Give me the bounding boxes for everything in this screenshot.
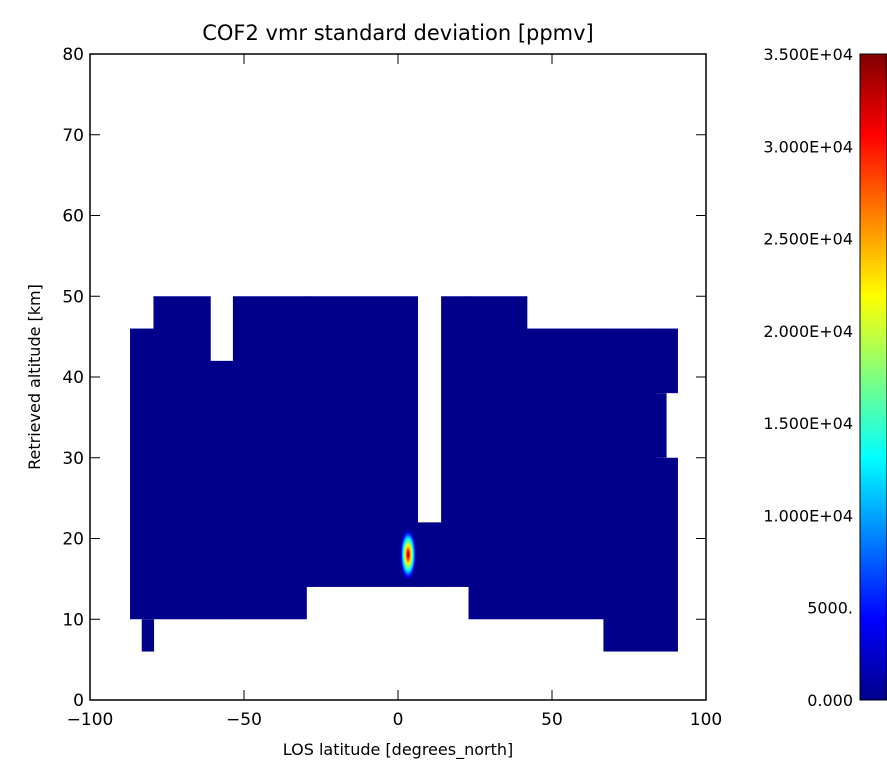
x-tick-label: −100 (67, 710, 114, 730)
colorbar-tick-label: 0.000 (807, 691, 853, 710)
data-cell-column-7 (441, 296, 470, 587)
colorbar-tick-label: 5000. (807, 599, 853, 618)
y-tick-label: 60 (62, 207, 84, 227)
data-cell-column-8 (468, 296, 528, 620)
data-cell-column-1 (141, 619, 155, 652)
chart-title: COF2 vmr standard deviation [ppmv] (202, 21, 594, 45)
data-cell-column-4 (232, 296, 307, 620)
y-tick-label: 30 (62, 449, 84, 469)
x-tick-label: −50 (226, 710, 262, 730)
data-cell-column-9 (526, 328, 605, 620)
data-cell-column-6 (417, 522, 442, 587)
y-tick-label: 20 (62, 530, 84, 550)
colorbar-tick-label: 1.000E+04 (763, 506, 853, 525)
peak-anomaly (400, 529, 417, 580)
data-cell-column-11 (655, 457, 678, 652)
colorbar (859, 53, 887, 701)
data-cell-column-12 (655, 393, 667, 458)
colorbar-tick-label: 1.500E+04 (763, 414, 853, 433)
data-cell-column-10 (603, 328, 656, 652)
colorbar-tick-label: 3.500E+04 (763, 45, 853, 64)
y-tick-label: 70 (62, 126, 84, 146)
y-tick-label: 50 (62, 287, 84, 307)
axis-ticks: −100 −50 0 50 100 0 10 20 30 40 50 60 70 80 (62, 45, 722, 730)
y-tick-label: 0 (73, 691, 84, 711)
x-tick-label: 0 (393, 710, 404, 730)
y-axis-label: Retrieved altitude [km] (25, 284, 44, 470)
colorbar-tick-label: 2.500E+04 (763, 230, 853, 249)
data-cell-column-3 (210, 360, 234, 620)
data-cell-column-0 (130, 328, 155, 620)
y-tick-label: 40 (62, 368, 84, 388)
x-tick-label: 100 (690, 710, 722, 730)
y-tick-label: 80 (62, 45, 84, 65)
x-tick-label: 50 (541, 710, 563, 730)
plot-area (130, 296, 678, 652)
y-tick-label: 10 (62, 610, 84, 630)
x-axis-label: LOS latitude [degrees_north] (283, 740, 513, 760)
colorbar-tick-label: 3.000E+04 (763, 137, 853, 156)
data-cell-column-13 (655, 328, 678, 394)
data-cell-column-2 (153, 296, 211, 620)
data-cell-column-5 (306, 296, 419, 587)
colorbar-tick-label: 2.000E+04 (763, 322, 853, 341)
colorbar-ticks: 0.000 5000. 1.000E+04 1.500E+04 2.000E+04 2.5… (763, 45, 853, 710)
